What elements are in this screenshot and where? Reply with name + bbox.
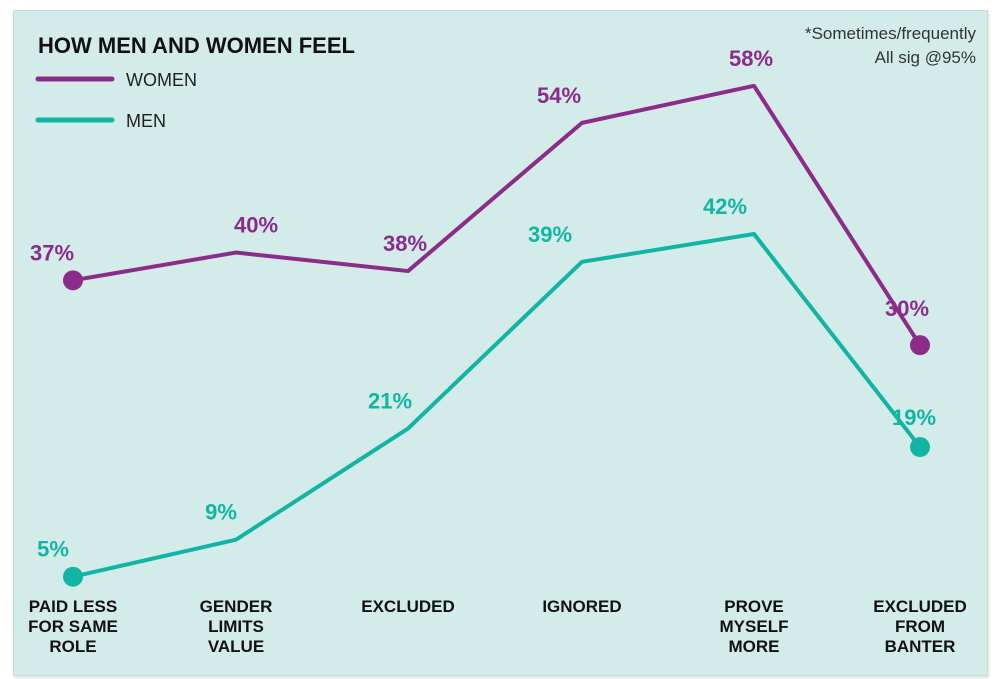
- data-label-men-3: 39%: [528, 222, 572, 247]
- data-label-men-0: 5%: [37, 537, 69, 562]
- data-label-men-1: 9%: [205, 500, 237, 525]
- legend-item-women: WOMEN: [35, 70, 197, 90]
- plot-area: 37% 40% 38% 54% 58% 30% 5% 9% 21% 39% 42% 19%: [30, 46, 936, 587]
- point-marker-men-0: [63, 566, 83, 587]
- data-label-men-4: 42%: [703, 194, 747, 219]
- point-marker-women-5: [910, 335, 930, 356]
- legend-item-men: MEN: [35, 111, 166, 131]
- series-line-women: [72, 83, 922, 347]
- footnote-significance: All sig @95%: [875, 48, 976, 67]
- x-tick-label-1: GENDER LIMITS VALUE: [200, 597, 273, 656]
- chart-panel: HOW MEN AND WOMEN FEEL *Sometimes/freque…: [13, 10, 988, 676]
- x-axis-labels: PAID LESS FOR SAME ROLE GENDER LIMITS VALUE EX…: [28, 597, 967, 656]
- data-label-women-1: 40%: [234, 213, 278, 238]
- data-label-women-2: 38%: [383, 231, 427, 256]
- point-marker-women-0: [63, 270, 83, 291]
- point-marker-men-5: [910, 437, 930, 458]
- x-tick-label-3: IGNORED: [542, 597, 621, 616]
- data-label-women-0: 37%: [30, 240, 74, 265]
- x-tick-label-2: EXCLUDED: [361, 597, 455, 616]
- legend-label-men: MEN: [126, 111, 166, 131]
- footnote-sometimes-frequently: *Sometimes/frequently: [805, 24, 977, 43]
- data-label-women-5: 30%: [885, 296, 929, 321]
- data-label-women-4: 58%: [729, 46, 773, 71]
- x-tick-label-5: EXCLUDED FROM BANTER: [873, 597, 967, 656]
- x-tick-label-4: PROVE MYSELF MORE: [720, 597, 789, 656]
- series-line-men: [72, 232, 922, 579]
- legend: WOMEN MEN: [35, 70, 197, 131]
- data-label-women-3: 54%: [537, 83, 581, 108]
- line-chart: HOW MEN AND WOMEN FEEL *Sometimes/freque…: [28, 24, 977, 656]
- x-tick-label-0: PAID LESS FOR SAME ROLE: [28, 597, 118, 656]
- data-label-men-2: 21%: [368, 389, 412, 414]
- chart-title: HOW MEN AND WOMEN FEEL: [38, 33, 355, 58]
- data-label-men-5: 19%: [892, 405, 936, 430]
- legend-label-women: WOMEN: [126, 70, 197, 90]
